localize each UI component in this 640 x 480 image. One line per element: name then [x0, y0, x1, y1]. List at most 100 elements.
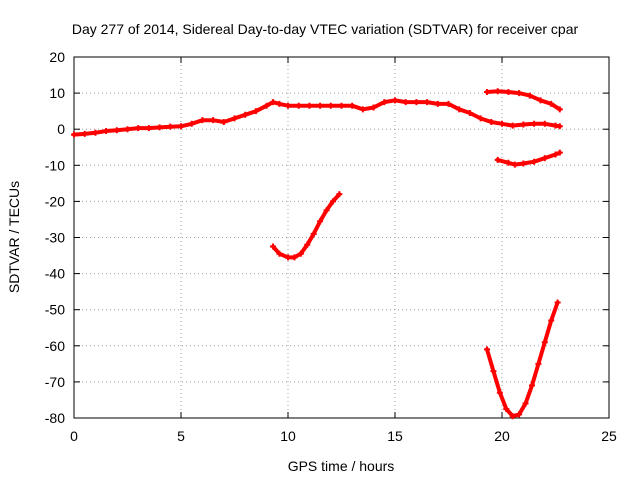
data-point: [359, 106, 366, 113]
data-point: [556, 149, 563, 156]
data-point: [113, 127, 120, 134]
data-point: [413, 99, 420, 106]
y-tick-label: -40: [45, 266, 65, 282]
chart-title: Day 277 of 2014, Sidereal Day-to-day VTE…: [72, 21, 579, 37]
data-point: [199, 117, 206, 124]
data-point: [520, 160, 527, 167]
data-point: [231, 115, 238, 122]
data-point: [81, 130, 88, 137]
data-point: [424, 99, 431, 106]
data-point: [156, 124, 163, 131]
data-point: [329, 198, 336, 205]
x-tick-label: 10: [280, 428, 296, 444]
data-point: [167, 123, 174, 130]
y-axis-label: SDTVAR / TECUs: [6, 181, 22, 293]
data-point: [484, 346, 491, 353]
data-point: [210, 117, 217, 124]
data-point: [528, 382, 535, 389]
y-tick-label: 10: [49, 85, 65, 101]
data-point: [145, 125, 152, 132]
x-axis-label: GPS time / hours: [288, 458, 395, 474]
data-point: [306, 102, 313, 109]
data-point: [484, 89, 491, 96]
grid: [74, 57, 609, 418]
data-point: [285, 254, 291, 261]
data-point: [537, 97, 544, 104]
data-point: [522, 400, 529, 407]
data-point: [434, 100, 441, 107]
data-point: [548, 100, 555, 107]
y-tick-label: -80: [45, 410, 65, 426]
data-point: [71, 131, 77, 138]
data-point: [381, 99, 388, 106]
data-point: [531, 158, 538, 165]
data-point: [304, 241, 311, 248]
y-tick-label: -60: [45, 338, 65, 354]
data-point: [509, 413, 516, 420]
data-point: [349, 102, 356, 109]
data-point: [188, 120, 195, 127]
data-point: [135, 125, 142, 132]
data-point: [505, 159, 512, 166]
data-point: [456, 106, 463, 113]
data-point: [276, 250, 283, 257]
data-series: [71, 88, 563, 420]
data-point: [520, 121, 527, 128]
y-tick-label: -70: [45, 374, 65, 390]
data-point: [535, 360, 542, 367]
data-point: [220, 118, 227, 125]
data-point: [552, 151, 559, 158]
data-point: [103, 128, 110, 135]
data-point: [327, 102, 334, 109]
data-point: [499, 120, 505, 127]
data-point: [556, 123, 563, 130]
data-point: [92, 129, 99, 136]
data-point: [323, 207, 330, 214]
data-point: [541, 339, 548, 346]
x-tick-label: 0: [70, 428, 78, 444]
data-point: [285, 102, 291, 109]
y-tick-label: -10: [45, 157, 65, 173]
y-tick-label: 0: [57, 121, 65, 137]
y-tick-label: -20: [45, 193, 65, 209]
data-point: [392, 97, 398, 104]
data-point: [402, 99, 409, 106]
data-point: [263, 102, 270, 109]
y-tick-label: 20: [49, 49, 65, 65]
x-tick-label: 20: [494, 428, 510, 444]
data-point: [370, 104, 377, 111]
data-point: [494, 156, 501, 163]
data-point: [466, 109, 473, 116]
data-point: [511, 161, 518, 168]
data-point: [338, 102, 345, 109]
data-point: [270, 99, 277, 106]
data-point: [270, 243, 277, 250]
x-tick-label: 15: [387, 428, 403, 444]
data-point: [317, 102, 324, 109]
data-point: [556, 106, 563, 113]
data-point: [310, 230, 317, 237]
data-point: [548, 317, 555, 324]
data-point: [291, 254, 298, 261]
data-point: [541, 155, 548, 162]
data-point: [124, 126, 131, 133]
data-point: [516, 90, 523, 97]
x-tick-label: 5: [177, 428, 185, 444]
data-point: [503, 405, 510, 412]
data-point: [516, 411, 523, 418]
data-point: [276, 100, 283, 107]
data-point: [531, 120, 538, 127]
data-point: [242, 111, 249, 118]
data-point: [509, 122, 516, 129]
data-point: [178, 123, 184, 130]
data-point: [490, 368, 497, 375]
data-point: [494, 88, 501, 95]
data-point: [526, 92, 533, 99]
data-point: [252, 108, 259, 115]
data-point: [477, 115, 484, 122]
data-point: [445, 100, 452, 107]
data-point: [505, 89, 512, 96]
data-point: [295, 102, 302, 109]
data-point: [496, 389, 503, 396]
